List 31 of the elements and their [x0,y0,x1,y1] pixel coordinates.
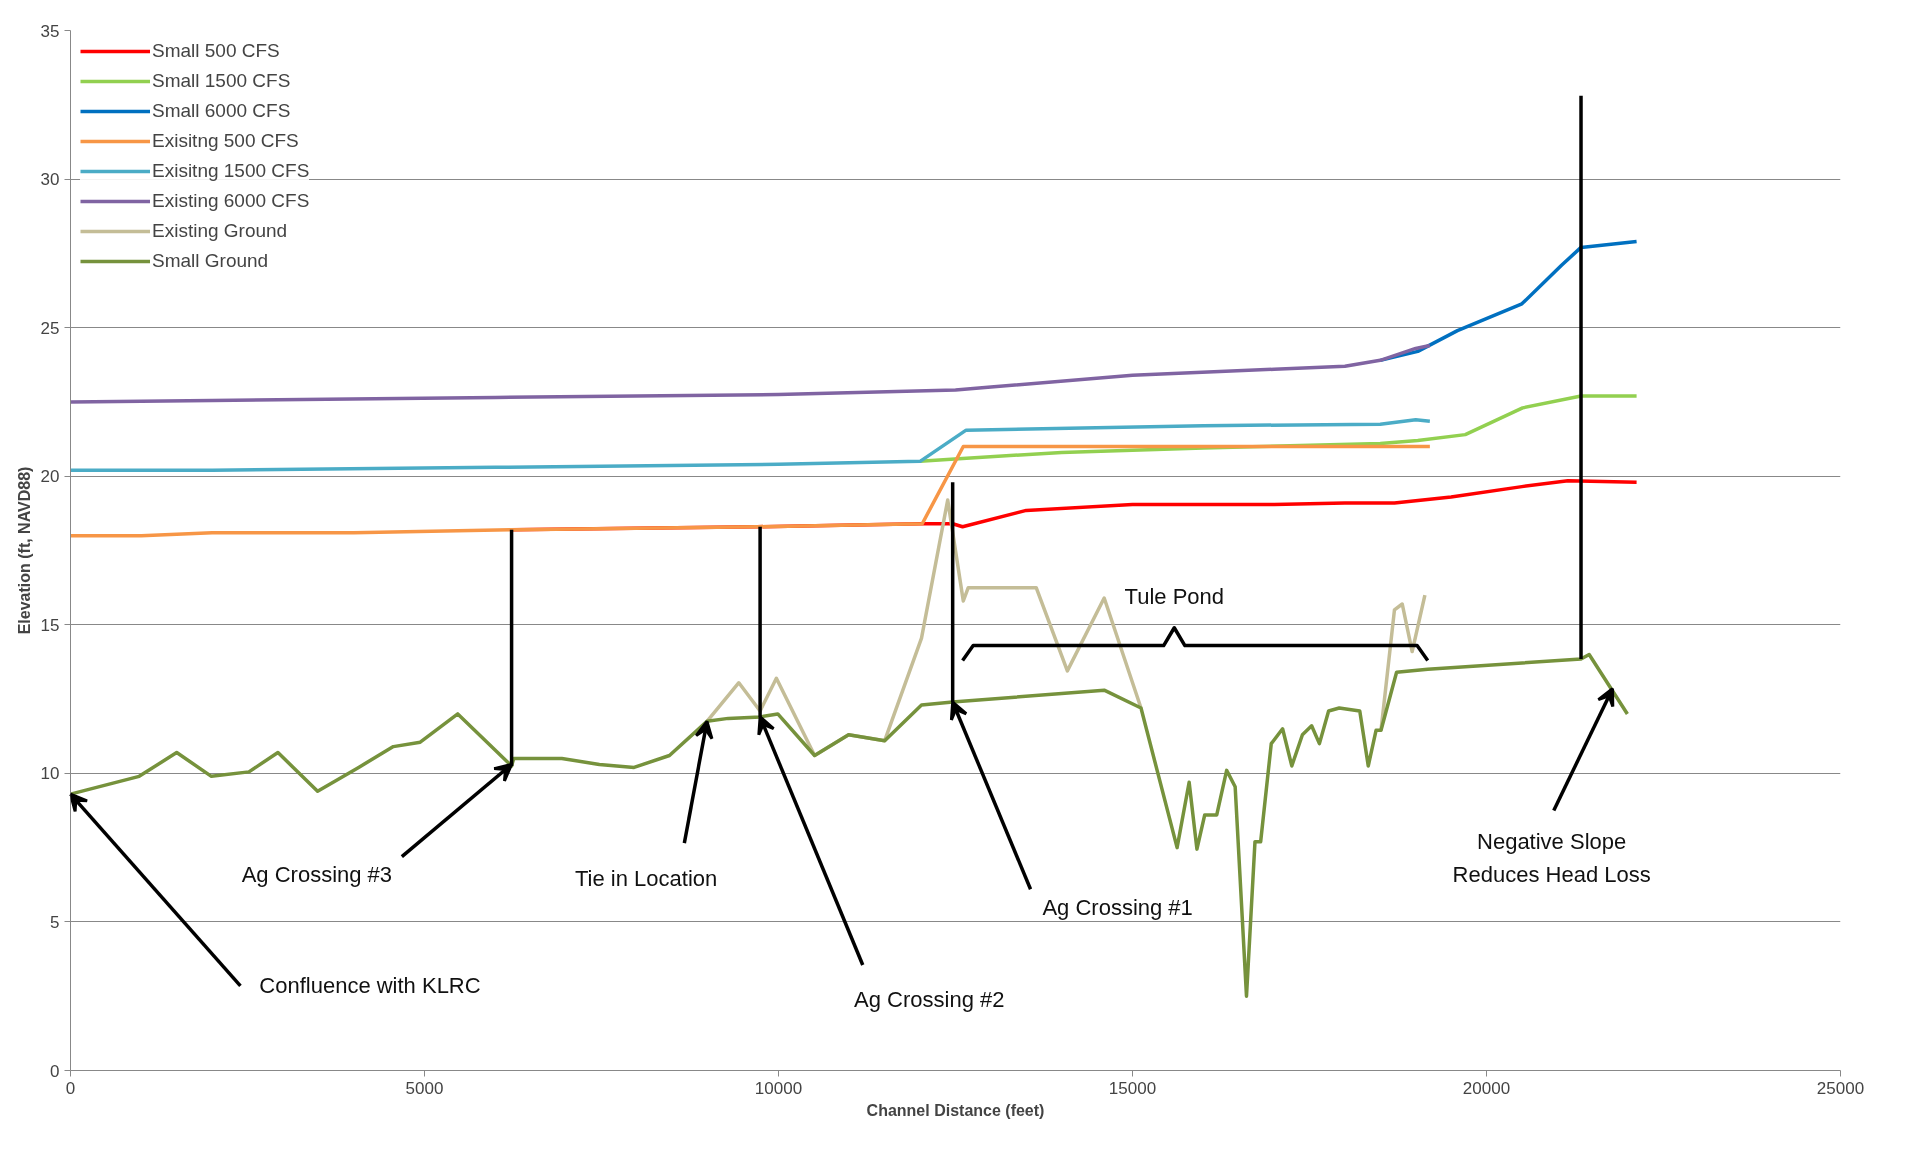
legend-label: Exisitng 500 CFS [152,130,299,152]
x-tick-label: 5000 [405,1078,444,1098]
x-tick-label: 25000 [1816,1078,1865,1098]
y-tick-label: 35 [40,21,60,41]
annotation: Negative Slope Reduces Head Loss [1452,829,1651,887]
x-tick-label: 20000 [1462,1078,1511,1098]
x-tick-label: 15000 [1108,1078,1157,1098]
legend-label: Small 500 CFS [152,40,280,62]
y-tick-label: 30 [40,170,60,190]
annotation: Tule Pond [1124,584,1225,610]
y-tick-label: 0 [50,1061,60,1081]
legend-label: Existing 6000 CFS [152,190,310,212]
annotation: Confluence with KLRC [259,973,481,999]
y-tick-label: 25 [40,318,60,338]
x-tick-label: 0 [65,1078,76,1098]
legend-label: Small 1500 CFS [152,70,291,92]
y-axis-title: Elevation (ft, NAVD88) [15,466,33,635]
legend-label: Small 6000 CFS [152,100,291,122]
annotation: Tie in Location [574,866,718,892]
x-axis-title: Channel Distance (feet) [866,1101,1045,1119]
y-tick-label: 5 [50,912,60,932]
annotation: Ag Crossing #2 [854,986,1005,1012]
y-tick-label: 15 [40,615,60,635]
annotation: Ag Crossing #1 [1042,894,1193,920]
y-tick-label: 20 [40,467,60,487]
legend-label: Existing Ground [152,220,288,242]
x-tick-label: 10000 [754,1078,803,1098]
legend-label: Exisitng 1500 CFS [152,160,310,182]
annotation: Ag Crossing #3 [241,861,393,887]
legend-label: Small Ground [152,250,269,272]
y-tick-label: 10 [40,764,60,784]
